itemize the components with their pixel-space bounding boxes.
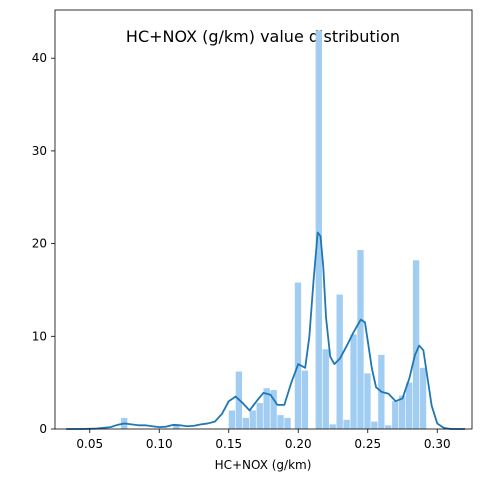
histogram-bar-1 [173, 424, 180, 429]
histogram-bar-13 [315, 30, 322, 429]
chart-title: HC+NOX (g/km) value distribution [126, 27, 400, 46]
histogram-bar-7 [263, 388, 270, 429]
x-axis: 0.05 0.10 0.15 0.20 0.25 0.30 [76, 429, 451, 451]
x-tick-label: 0.25 [354, 437, 381, 451]
histogram-bar-18 [350, 334, 357, 429]
histogram-bar-6 [256, 403, 263, 429]
histogram-bar-9 [277, 415, 284, 429]
histogram-bar-21 [371, 421, 378, 429]
y-tick-label: 20 [32, 237, 47, 251]
y-tick-label: 10 [32, 329, 47, 343]
x-tick-label: 0.05 [76, 437, 103, 451]
histogram-bar-2 [228, 410, 236, 429]
histogram-bar-10 [284, 417, 291, 429]
histogram-bar-15 [329, 424, 336, 429]
histogram-bar-17 [343, 419, 350, 429]
x-tick-label: 0.30 [424, 437, 451, 451]
kde-density-line [66, 231, 466, 430]
y-tick-label: 40 [32, 51, 47, 65]
histogram-bar-20 [364, 373, 371, 429]
histogram-bar-5 [249, 410, 256, 429]
x-axis-label: HC+NOX (g/km) [215, 458, 312, 472]
histogram-bar-23 [385, 425, 392, 429]
y-tick-label: 30 [32, 144, 47, 158]
plot-area-frame [54, 9, 473, 430]
histogram-bar-19 [357, 250, 364, 429]
histogram-bar-14 [322, 349, 329, 429]
x-tick-label: 0.15 [215, 437, 242, 451]
x-tick-label: 0.20 [285, 437, 312, 451]
histogram-bar-16 [336, 294, 343, 429]
histogram-bar-11 [294, 282, 302, 429]
histogram-bar-24 [392, 401, 399, 429]
histogram-bar-12 [301, 370, 309, 429]
y-axis: 0 10 20 30 40 [32, 51, 55, 436]
y-tick-label: 0 [39, 422, 47, 436]
histogram-bar-8 [270, 390, 277, 429]
histogram-bars [121, 30, 427, 429]
histogram-bar-27 [412, 260, 420, 429]
x-tick-label: 0.10 [146, 437, 173, 451]
histogram-bar-28 [419, 367, 427, 429]
histogram-bar-26 [405, 382, 413, 429]
histogram-bar-25 [399, 395, 406, 429]
histogram-bar-4 [242, 417, 249, 429]
